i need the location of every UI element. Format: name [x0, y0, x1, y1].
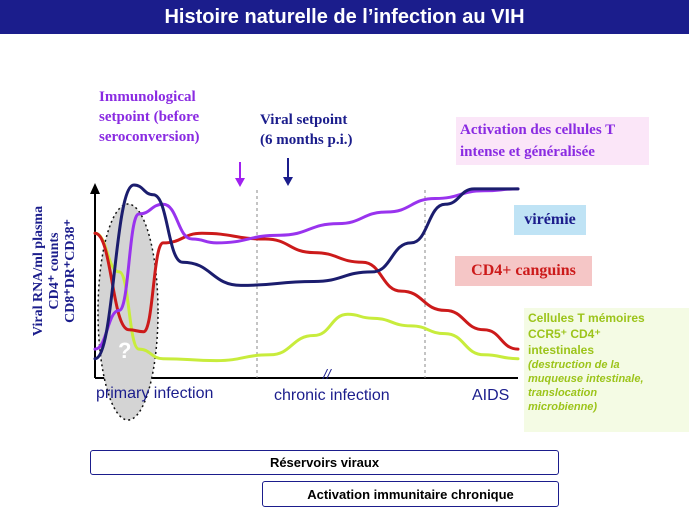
memory-note-4: microbienne): [528, 401, 598, 413]
immuno-line-2: setpoint (before: [99, 109, 200, 125]
slide-title: Histoire naturelle de l’infection au VIH: [164, 5, 525, 28]
question-mark: ?: [118, 338, 132, 363]
immuno-setpoint-label: Immunological setpoint (before seroconve…: [99, 87, 200, 147]
cd4-label: CD4+ canguins: [455, 256, 592, 286]
memory-note-1: (destruction de la: [528, 359, 620, 371]
memory-t-curve: [93, 231, 520, 363]
reservoirs-box: Réservoirs viraux: [90, 450, 559, 475]
memory-line-3: intestinales: [528, 343, 595, 357]
activation-line-2: intense et généralisée: [460, 144, 595, 160]
y-label-viral: Viral RNA/ml plasma: [31, 205, 46, 337]
memory-line-1: Cellules T mémoires: [528, 311, 645, 325]
y-axis-arrow: [90, 183, 100, 194]
viral-setpoint-arrowhead: [283, 177, 293, 186]
activation-chronique-box: Activation immunitaire chronique: [262, 481, 559, 507]
x-label-chronic: chronic infection: [274, 387, 390, 404]
series-layer: [93, 183, 520, 363]
memory-note-2: muqueuse intestinale,: [528, 373, 644, 385]
x-label-break: //: [323, 366, 331, 382]
memory-t-label: Cellules T mémoires CCR5⁺ CD4⁺ intestina…: [524, 308, 689, 432]
title-bar: Histoire naturelle de l’infection au VIH: [0, 0, 689, 34]
activation-line-1: Activation des cellules T: [460, 122, 616, 138]
memory-line-2: CCR5⁺ CD4⁺: [528, 327, 601, 341]
x-label-aids: AIDS: [472, 387, 510, 404]
immuno-setpoint-arrowhead: [235, 178, 245, 187]
immuno-line-3: seroconversion): [99, 129, 200, 145]
immuno-line-1: Immunological: [99, 89, 196, 105]
y-axis-label-block: Viral RNA/ml plasma CD4⁺ counts CD8⁺DR⁺C…: [18, 180, 88, 350]
viremie-label: virémie: [514, 205, 586, 235]
activation-chronique-text: Activation immunitaire chronique: [307, 486, 514, 502]
x-label-primary: primary infection: [96, 385, 214, 402]
y-label-cd8: CD8⁺DR⁺CD38⁺: [63, 219, 78, 323]
activation-curve: [93, 187, 520, 351]
viral-setpoint-line-2: (6 months p.i.): [260, 132, 353, 148]
cd4-curve: [93, 231, 520, 351]
y-label-cd4: CD4⁺ counts: [47, 232, 62, 310]
memory-note-3: translocation: [528, 387, 598, 399]
activation-label: Activation des cellules T intense et gén…: [456, 117, 649, 165]
viremia-curve: [93, 183, 520, 361]
viral-setpoint-label: Viral setpoint (6 months p.i.): [260, 110, 353, 150]
reservoirs-text: Réservoirs viraux: [269, 455, 380, 470]
viral-setpoint-line-1: Viral setpoint: [260, 112, 348, 128]
